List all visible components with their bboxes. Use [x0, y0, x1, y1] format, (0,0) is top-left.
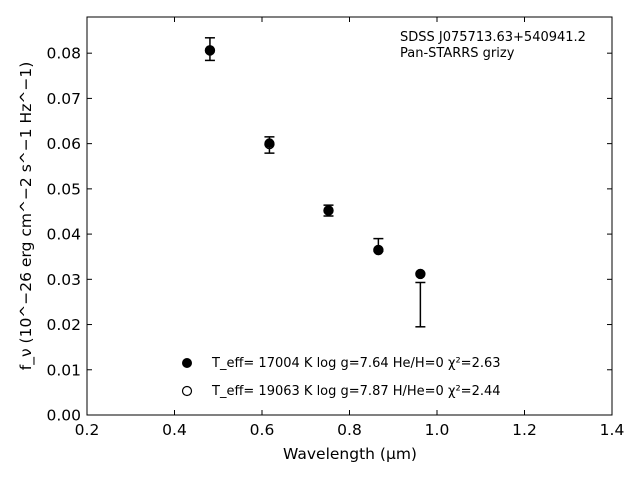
error-bars — [204, 37, 426, 328]
y-tick-label: 0.00 — [46, 407, 81, 425]
legend-marker-filled — [182, 358, 192, 368]
y-tick-label: 0.08 — [46, 45, 81, 63]
y-tick-label: 0.07 — [46, 90, 81, 108]
data-points — [204, 45, 426, 280]
y-tick-label: 0.02 — [46, 316, 81, 334]
y-tick-label: 0.01 — [46, 361, 81, 379]
model-1-point — [415, 268, 426, 279]
legend-label-model-1: T_eff= 17004 K log g=7.64 He/H=0 χ²=2.63 — [211, 356, 501, 371]
x-tick-label: 0.2 — [75, 421, 100, 439]
model-1-point — [323, 205, 334, 216]
axis-ticks: 0.2 0.4 0.6 0.8 1.0 1.2 1.4 0.00 0.01 0.02 0.03 0.0… — [46, 17, 624, 439]
x-tick-label: 0.4 — [162, 421, 187, 439]
model-1-point — [205, 45, 215, 55]
x-tick-label: 1.2 — [512, 421, 537, 439]
x-tick-label: 1.0 — [425, 421, 450, 439]
annotation-survey: Pan-STARRS grizy — [400, 46, 515, 61]
model-1-point — [264, 138, 275, 149]
annotation-object: SDSS J075713.63+540941.2 — [400, 30, 586, 45]
y-tick-label: 0.06 — [46, 135, 81, 153]
legend-label-model-2: T_eff= 19063 K log g=7.87 H/He=0 χ²=2.44 — [211, 384, 501, 399]
y-axis-label: f_ν (10^−26 erg cm^−2 s^−1 Hz^−1) — [17, 62, 36, 371]
y-tick-label: 0.03 — [46, 271, 81, 289]
legend-marker-open — [181, 385, 193, 397]
y-tick-label: 0.05 — [46, 180, 81, 198]
model-1-point — [373, 245, 384, 256]
x-tick-label: 0.6 — [250, 421, 275, 439]
x-tick-label: 0.8 — [337, 421, 362, 439]
legend: T_eff= 17004 K log g=7.64 He/H=0 χ²=2.63… — [181, 356, 501, 399]
y-tick-label: 0.04 — [46, 226, 81, 244]
x-axis-label: Wavelength (μm) — [283, 445, 417, 463]
x-tick-label: 1.4 — [600, 421, 625, 439]
